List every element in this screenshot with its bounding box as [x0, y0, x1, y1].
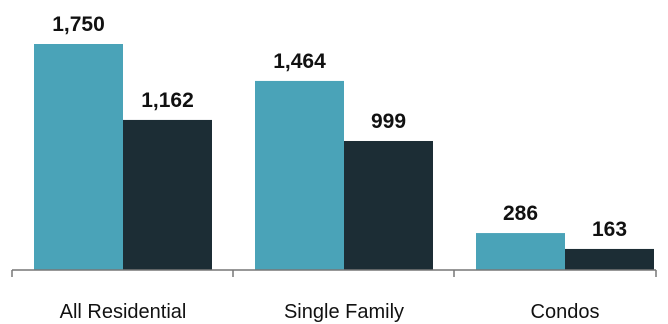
value-label-all-residential-series-2: 1,162 — [141, 89, 194, 112]
bar-all-residential-series-2 — [123, 119, 212, 270]
bar-all-residential-series-1 — [34, 44, 123, 270]
bar-condos-series-2 — [565, 248, 654, 270]
category-labels-group: All Residential Single Family Condos — [60, 301, 600, 323]
bar-single-family-series-2 — [344, 140, 433, 270]
category-label-condos: Condos — [531, 301, 600, 323]
bar-condos-series-1 — [476, 233, 565, 270]
category-label-single-family: Single Family — [284, 301, 404, 323]
value-label-single-family-series-1: 1,464 — [273, 50, 326, 73]
bar-single-family-series-1 — [255, 80, 344, 270]
x-axis — [11, 269, 657, 277]
value-labels-group: 1,750 1,162 1,464 999 286 163 — [52, 13, 627, 241]
bars-group — [34, 44, 654, 270]
category-label-all-residential: All Residential — [60, 301, 187, 323]
value-label-condos-series-2: 163 — [592, 218, 627, 241]
value-label-single-family-series-2: 999 — [371, 110, 406, 133]
value-label-condos-series-1: 286 — [503, 202, 538, 225]
value-label-all-residential-series-1: 1,750 — [52, 13, 105, 36]
